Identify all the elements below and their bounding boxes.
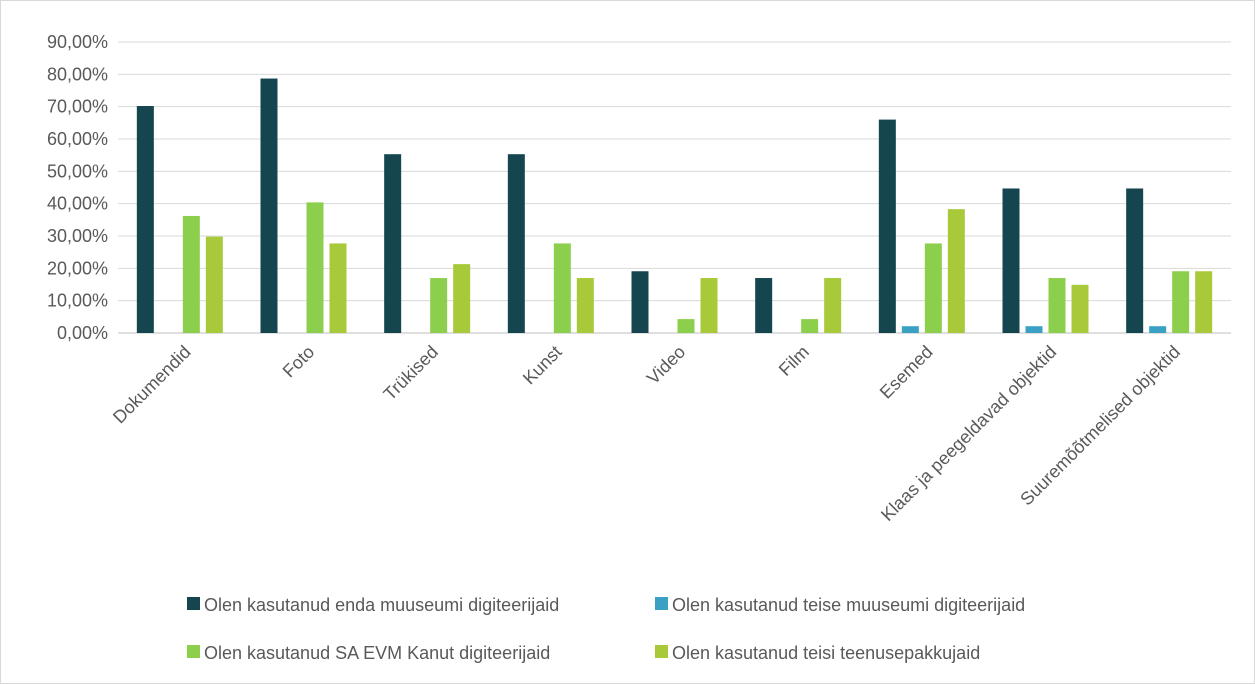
bar — [1195, 271, 1213, 333]
bar — [631, 271, 649, 333]
bar — [1149, 326, 1167, 333]
bar — [384, 154, 402, 333]
legend-swatch — [655, 645, 668, 658]
bar — [1048, 278, 1066, 333]
legend: Olen kasutanud enda muuseumi digiteerija… — [187, 595, 1025, 663]
y-tick-label: 70,00% — [47, 97, 108, 117]
bars — [136, 78, 1213, 334]
bar — [1071, 284, 1089, 333]
bar — [700, 278, 718, 333]
y-tick-label: 0,00% — [57, 323, 108, 343]
legend-label: Olen kasutanud teise muuseumi digiteerij… — [672, 595, 1025, 615]
bar — [801, 319, 819, 333]
legend-swatch — [187, 597, 200, 610]
bar — [901, 326, 919, 333]
x-category-label: Video — [643, 342, 689, 388]
x-axis-labels: Dokumendid Foto Trükised Kunst Video Film Esem… — [109, 342, 1184, 525]
y-tick-label: 20,00% — [47, 258, 108, 278]
bar — [924, 243, 942, 333]
bar — [1002, 188, 1020, 333]
bar — [677, 319, 695, 333]
gridlines — [118, 41, 1231, 334]
bar — [136, 106, 154, 334]
bar — [306, 202, 324, 333]
legend-label: Olen kasutanud enda muuseumi digiteerija… — [204, 595, 559, 615]
bar — [205, 236, 223, 333]
bar — [947, 209, 965, 333]
y-tick-label: 30,00% — [47, 226, 108, 246]
y-tick-label: 10,00% — [47, 291, 108, 311]
legend-label: Olen kasutanud teisi teenusepakkujaid — [672, 643, 980, 663]
y-tick-label: 90,00% — [47, 32, 108, 52]
y-tick-label: 60,00% — [47, 129, 108, 149]
bar — [260, 78, 278, 333]
bar — [576, 278, 594, 333]
bar — [824, 278, 842, 333]
x-category-label: Esemed — [876, 342, 937, 403]
x-category-label: Kunst — [519, 342, 566, 389]
bar — [1025, 326, 1043, 333]
legend-label: Olen kasutanud SA EVM Kanut digiteerijai… — [204, 643, 550, 663]
bar — [1126, 188, 1144, 333]
y-tick-label: 40,00% — [47, 194, 108, 214]
x-category-label: Film — [775, 342, 813, 380]
bar — [1172, 271, 1190, 333]
bar — [755, 278, 773, 333]
bar — [507, 154, 525, 333]
bar — [453, 264, 471, 333]
x-category-label: Foto — [279, 342, 319, 382]
legend-swatch — [187, 645, 200, 658]
y-axis-ticks: 0,00% 10,00% 20,00% 30,00% 40,00% 50,00% 60,00… — [47, 32, 108, 343]
y-tick-label: 50,00% — [47, 161, 108, 181]
legend-swatch — [655, 597, 668, 610]
bar — [182, 215, 200, 333]
bar — [430, 278, 448, 333]
bar — [329, 243, 347, 333]
bar — [553, 243, 571, 333]
x-category-label: Dokumendid — [109, 342, 195, 428]
x-category-label: Trükised — [380, 342, 442, 404]
y-tick-label: 80,00% — [47, 64, 108, 84]
bar — [878, 119, 896, 333]
